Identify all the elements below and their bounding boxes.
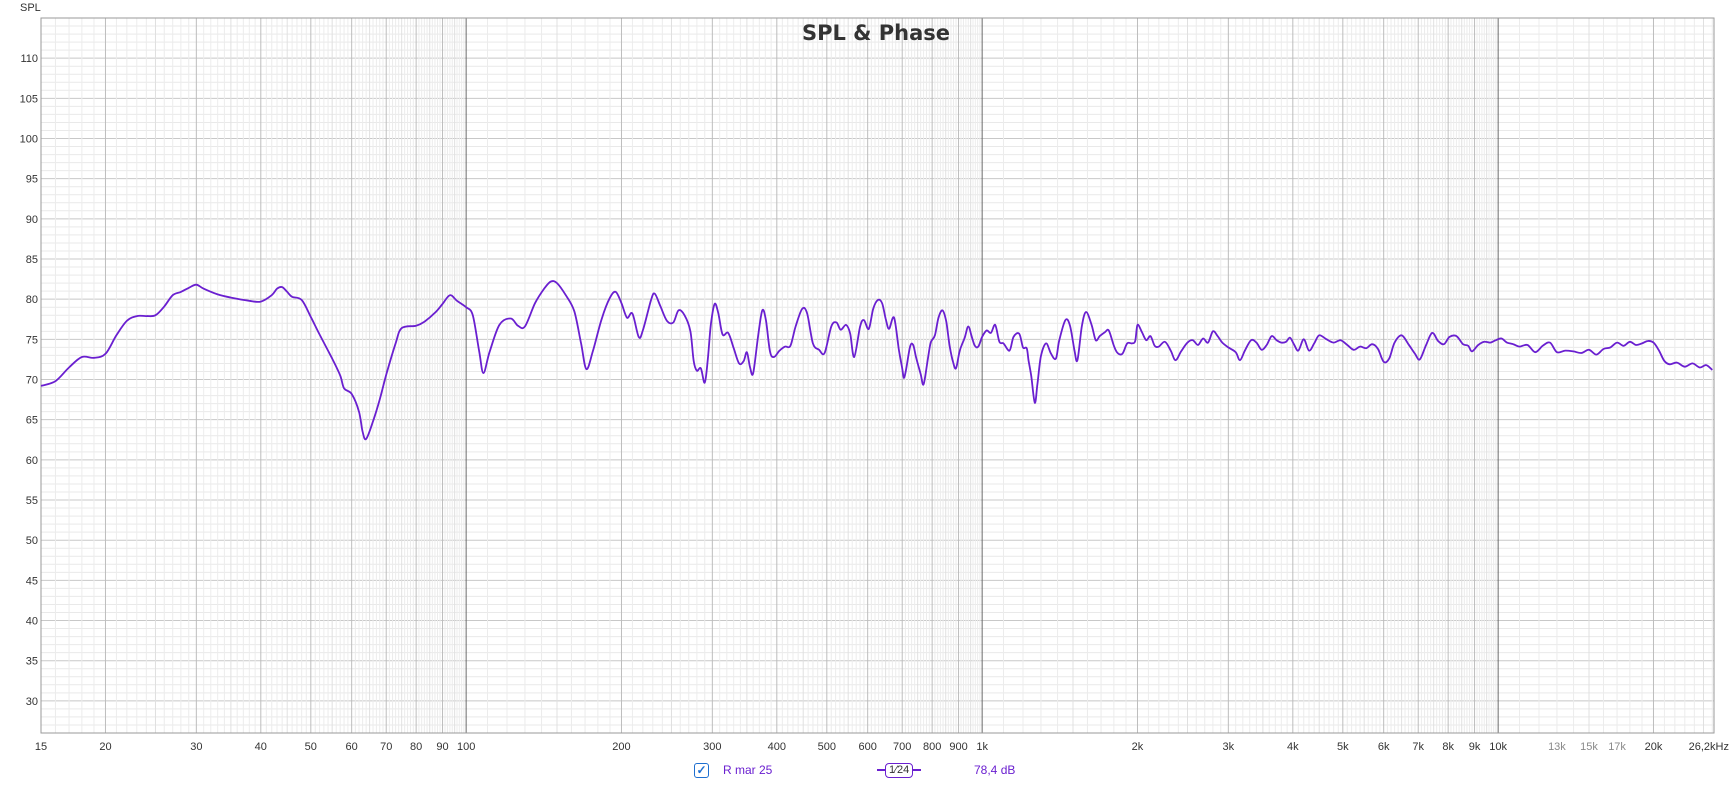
x-tick-label: 10k xyxy=(1489,741,1507,753)
x-tick-label: 26,2kHz xyxy=(1689,741,1729,753)
y-tick-label: 105 xyxy=(20,93,38,105)
x-tick-label: 50 xyxy=(305,741,317,753)
y-tick-label: 110 xyxy=(20,53,38,65)
series-legend-item[interactable]: ✓ R mar 25 xyxy=(694,760,772,780)
line-swatch-left xyxy=(877,769,885,771)
x-tick-label: 15 xyxy=(35,741,47,753)
series-legend-label: R mar 25 xyxy=(723,763,773,777)
y-tick-labels: 30 35 40 45 50 55 60 65 70 75 80 85 90 95 100 105 110 xyxy=(20,53,38,708)
y-tick-label: 70 xyxy=(26,375,38,387)
y-tick-label: 100 xyxy=(20,134,38,146)
x-tick-label: 7k xyxy=(1412,741,1424,753)
line-swatch-right xyxy=(913,769,922,771)
x-tick-label: 2k xyxy=(1132,741,1144,753)
y-tick-label: 35 xyxy=(26,656,38,668)
x-tick-label: 13k xyxy=(1548,741,1566,753)
x-tick-label: 70 xyxy=(380,741,392,753)
y-tick-label: 40 xyxy=(26,616,38,628)
chart-title: SPL & Phase xyxy=(802,21,950,45)
x-tick-label: 15k xyxy=(1580,741,1598,753)
x-tick-label: 60 xyxy=(346,741,358,753)
x-tick-label: 100 xyxy=(457,741,475,753)
plot-area xyxy=(40,280,1713,441)
y-tick-label: 65 xyxy=(26,415,38,427)
x-tick-label: 800 xyxy=(923,741,941,753)
y-tick-label: 45 xyxy=(26,575,38,587)
y-tick-label: 90 xyxy=(26,214,38,226)
x-tick-labels: 15 20 30 40 50 60 70 80 90 100 200 300 400 500 600 700 8… xyxy=(35,741,1729,753)
x-tick-label: 400 xyxy=(768,741,786,753)
series-visibility-checkbox[interactable]: ✓ xyxy=(694,762,709,778)
y-tick-label: 50 xyxy=(26,535,38,547)
y-tick-label: 30 xyxy=(26,696,38,708)
x-tick-label: 700 xyxy=(893,741,911,753)
x-tick-label: 200 xyxy=(612,741,630,753)
x-tick-label: 17k xyxy=(1608,741,1626,753)
x-tick-label: 5k xyxy=(1337,741,1349,753)
y-tick-label: 55 xyxy=(26,495,38,507)
x-tick-label: 1k xyxy=(976,741,988,753)
smoothing-badge[interactable]: 1⁄24 xyxy=(877,762,922,778)
x-tick-label: 20 xyxy=(99,741,111,753)
x-tick-label: 300 xyxy=(703,741,721,753)
series-line-r-mar-25 xyxy=(40,280,1713,441)
x-tick-label: 20k xyxy=(1645,741,1663,753)
x-tick-label: 8k xyxy=(1442,741,1454,753)
x-tick-label: 6k xyxy=(1378,741,1390,753)
x-tick-label: 3k xyxy=(1223,741,1235,753)
value-readout: 78,4 dB xyxy=(974,760,1015,780)
y-tick-label: 60 xyxy=(26,455,38,467)
x-tick-label: 90 xyxy=(436,741,448,753)
x-tick-label: 80 xyxy=(410,741,422,753)
chart-grid xyxy=(40,17,1715,734)
y-axis-label: SPL xyxy=(20,2,41,14)
x-tick-label: 900 xyxy=(949,741,967,753)
x-tick-label: 40 xyxy=(255,741,267,753)
y-tick-label: 85 xyxy=(26,254,38,266)
x-tick-label: 30 xyxy=(190,741,202,753)
x-tick-label: 9k xyxy=(1469,741,1481,753)
plot-frame xyxy=(40,17,1715,734)
y-tick-label: 75 xyxy=(26,334,38,346)
x-tick-label: 4k xyxy=(1287,741,1299,753)
y-tick-label: 95 xyxy=(26,174,38,186)
y-tick-label: 80 xyxy=(26,294,38,306)
readout-value: 78,4 dB xyxy=(974,763,1016,777)
smoothing-label: 1⁄24 xyxy=(885,762,914,778)
x-tick-label: 600 xyxy=(858,741,876,753)
x-tick-label: 500 xyxy=(818,741,836,753)
smoothing-indicator[interactable]: 1⁄24 xyxy=(877,760,922,780)
